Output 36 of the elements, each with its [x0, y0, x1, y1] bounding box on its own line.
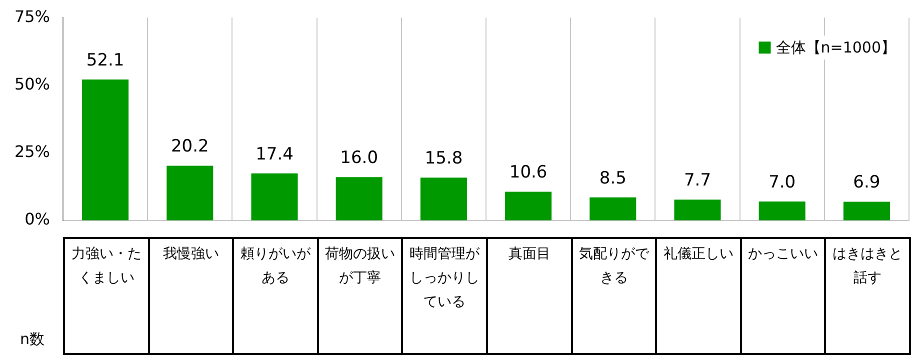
bar — [336, 177, 382, 220]
bar — [843, 202, 890, 220]
x-tick-label: 真面目 — [507, 245, 552, 264]
bar — [674, 200, 721, 220]
data-label: 20.2 — [170, 136, 209, 157]
bar — [251, 173, 298, 220]
x-tick-label: かっこいい — [747, 245, 819, 264]
data-label: 6.9 — [853, 172, 880, 193]
x-tick-label: 頼りがいがある — [240, 245, 312, 288]
bar — [82, 80, 129, 220]
bar — [420, 178, 467, 220]
y-tick-label: 25% — [14, 142, 50, 161]
x-tick-label: 気配りができる — [578, 245, 650, 288]
data-label: 52.1 — [86, 50, 124, 70]
legend-label: 全体【n=1000】 — [776, 38, 896, 56]
data-label: 15.8 — [424, 148, 463, 169]
x-tick-label: 力強い・たくましい — [70, 245, 142, 288]
data-label: 10.6 — [509, 162, 548, 183]
data-label: 8.5 — [599, 168, 626, 188]
x-tick-label: 荷物の扱いが丁寧 — [324, 245, 396, 288]
bar — [590, 197, 636, 220]
x-tick-label: 我慢強い — [162, 245, 220, 264]
y-tick-label: 0% — [24, 210, 50, 229]
x-tick-label: はきはきと話す — [832, 245, 904, 288]
data-label: 16.0 — [340, 148, 378, 168]
y-tick-label: 50% — [14, 74, 50, 94]
x-tick-label: 礼儀正しい — [662, 245, 734, 264]
data-label: 7.7 — [684, 170, 712, 190]
bar — [166, 166, 214, 220]
text: n数 — [20, 330, 45, 349]
y-tick-label: 75% — [14, 6, 50, 26]
bar — [505, 192, 552, 220]
data-label: 7.0 — [768, 172, 796, 192]
bar — [758, 201, 806, 220]
x-tick-label: 時間管理がしっかりしている — [408, 245, 480, 312]
data-label: 17.4 — [256, 144, 294, 164]
